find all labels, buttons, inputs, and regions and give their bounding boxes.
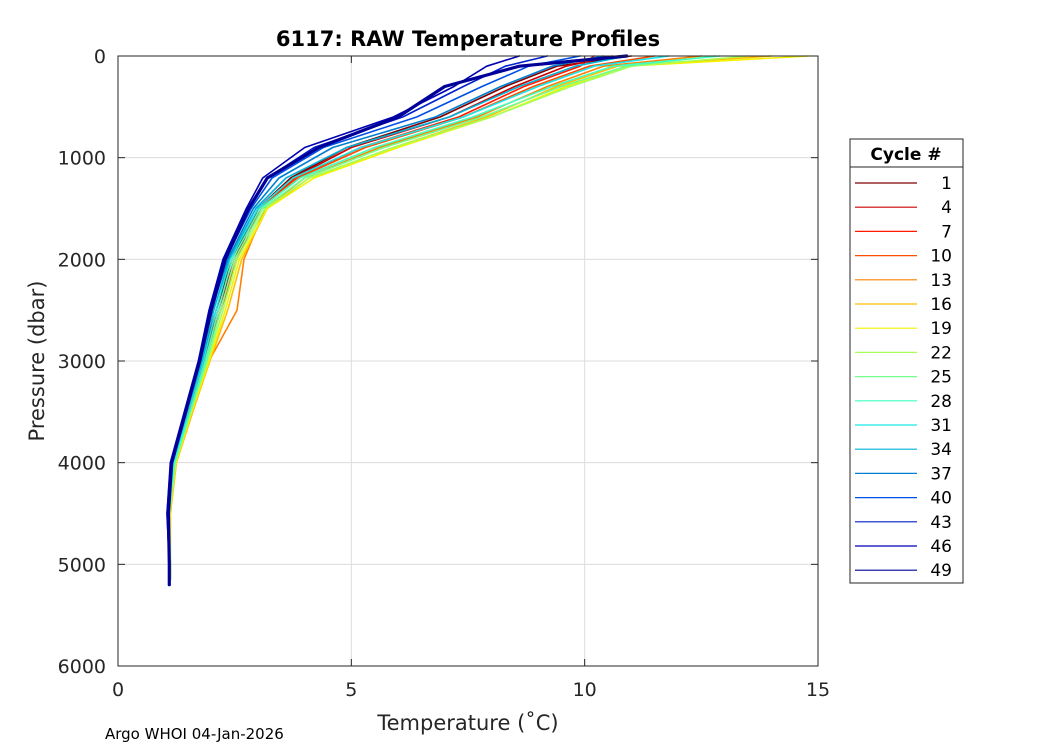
chart-title: 6117: RAW Temperature Profiles <box>276 27 660 51</box>
x-tick-label: 0 <box>112 679 124 701</box>
legend-label-cycle-49: 49 <box>930 561 952 581</box>
legend-label-cycle-16: 16 <box>930 295 952 315</box>
legend-label-cycle-22: 22 <box>930 343 952 363</box>
legend-label-cycle-25: 25 <box>930 368 952 388</box>
x-axis-label: Temperature (˚C) <box>376 711 558 735</box>
profile-line-cycle-49 <box>166 54 629 587</box>
y-axis-label: Pressure (dbar) <box>25 281 49 442</box>
series-layer <box>166 54 810 587</box>
legend-title: Cycle # <box>870 145 941 165</box>
legend-label-cycle-37: 37 <box>930 464 952 484</box>
x-tick-label: 15 <box>806 679 830 701</box>
footer-credit: Argo WHOI 04-Jan-2026 <box>105 725 284 743</box>
legend-label-cycle-1: 1 <box>941 174 952 194</box>
legend-label-cycle-34: 34 <box>930 440 952 460</box>
legend: Cycle # 1 4 7 10 13 16 19 22 25 28 31 34 37 40 43 46 49 <box>849 138 964 584</box>
legend-label-cycle-19: 19 <box>930 319 952 339</box>
y-tick-label: 3000 <box>58 351 106 373</box>
legend-label-cycle-28: 28 <box>930 392 952 412</box>
axis-ticks: 0 5 10 15 0 1000 2000 3000 4000 5000 6000 <box>58 46 830 701</box>
legend-label-cycle-10: 10 <box>930 247 952 267</box>
y-tick-label: 0 <box>94 46 106 68</box>
legend-label-cycle-31: 31 <box>930 416 952 436</box>
legend-label-cycle-13: 13 <box>930 271 952 291</box>
profile-line-cycle-25 <box>168 55 717 581</box>
y-tick-label: 6000 <box>58 656 106 678</box>
y-tick-label: 2000 <box>58 249 106 271</box>
x-tick-label: 10 <box>573 679 597 701</box>
legend-label-cycle-46: 46 <box>930 537 952 557</box>
legend-label-cycle-7: 7 <box>941 222 952 242</box>
legend-box <box>849 138 964 584</box>
legend-label-cycle-40: 40 <box>930 489 952 509</box>
x-tick-label: 5 <box>345 679 357 701</box>
y-tick-label: 4000 <box>58 453 106 475</box>
y-tick-label: 1000 <box>58 148 106 170</box>
y-tick-label: 5000 <box>58 554 106 576</box>
legend-items: 1 4 7 10 13 16 19 22 25 28 31 34 37 40 43 46 49 <box>855 174 952 581</box>
legend-label-cycle-43: 43 <box>930 513 952 533</box>
legend-label-cycle-4: 4 <box>941 198 952 218</box>
